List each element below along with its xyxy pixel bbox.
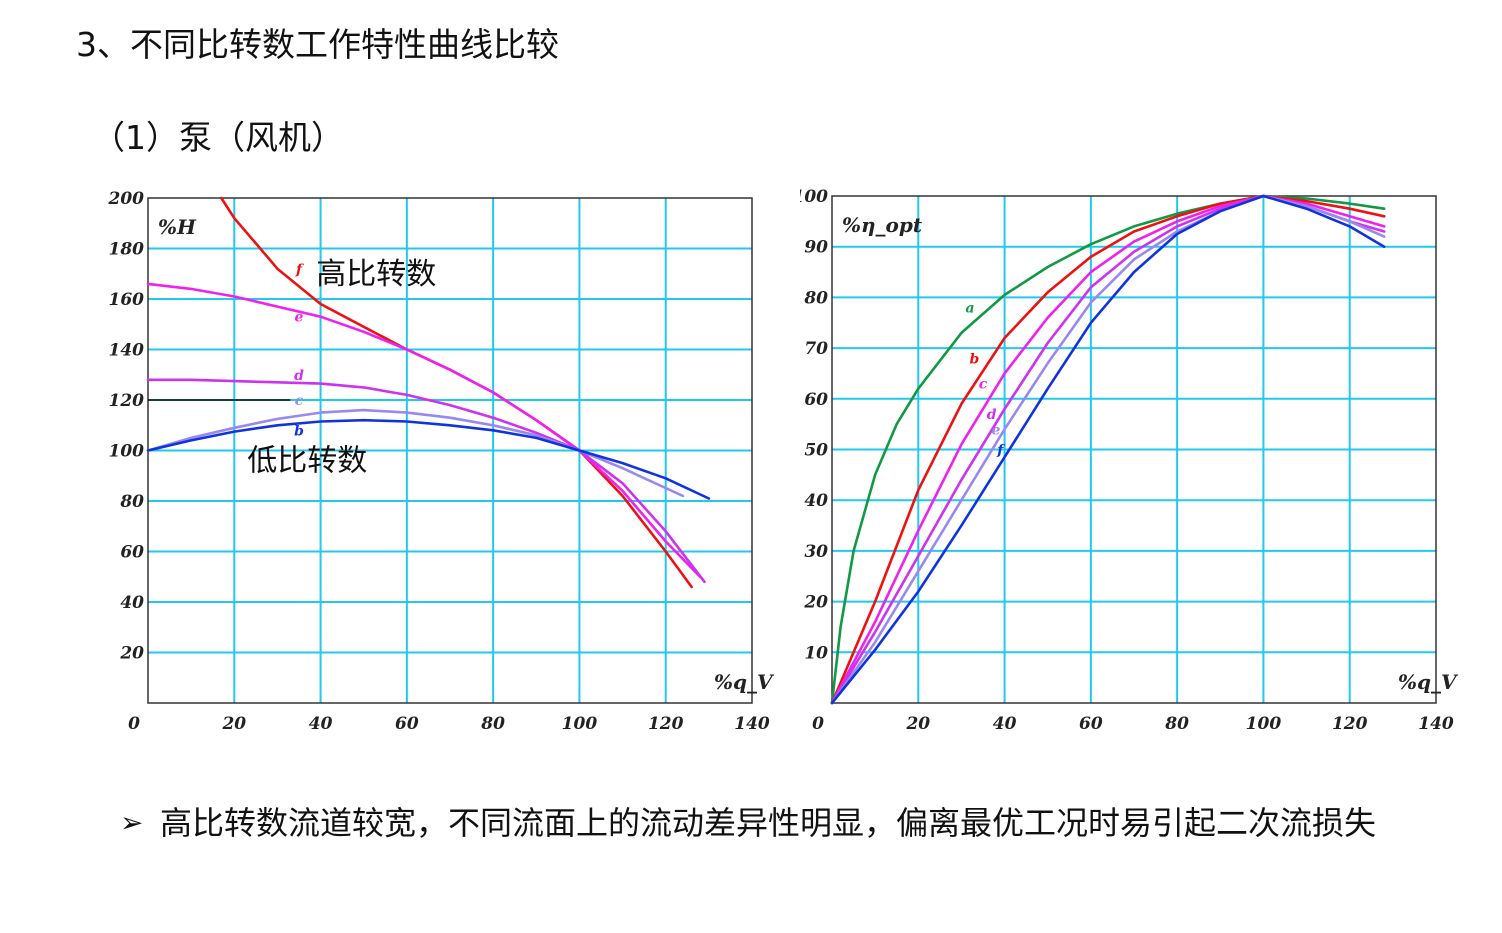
y-tick-label: 120 — [109, 391, 145, 411]
y-tick-label: 200 — [108, 189, 145, 209]
series-line-e — [146, 282, 702, 579]
y-tick-label: 10 — [804, 643, 828, 663]
series-label-e: e — [295, 310, 304, 326]
y-tick-label: 80 — [119, 492, 144, 512]
x-tick-label: 80 — [1164, 714, 1189, 734]
chart-annotation: 低比转数 — [247, 444, 367, 479]
y-tick-label: 70 — [804, 339, 828, 359]
chart-annotation: 高比转数 — [316, 257, 436, 292]
section-subheading: （1）泵（风机） — [92, 118, 344, 157]
series-label-b: b — [294, 423, 304, 439]
series-label-a: a — [966, 301, 975, 317]
series-line-d — [146, 378, 706, 584]
series-label-c: c — [295, 393, 304, 409]
page-heading: 3、不同比转数工作特性曲线比较 — [76, 25, 559, 64]
series-label-f: f — [996, 443, 1006, 459]
series-line-b — [830, 194, 1386, 705]
y-axis-label: %η_opt — [842, 213, 923, 237]
series-label-d: d — [987, 407, 997, 423]
bullet-text: 高比转数流道较宽，不同流面上的流动差异性明显，偏离最优工况时易引起二次流损失 — [160, 804, 1377, 842]
y-tick-label: 40 — [804, 491, 828, 511]
x-tick-label: 140 — [734, 714, 770, 734]
series-label-b: b — [969, 351, 979, 367]
y-tick-label: 20 — [119, 644, 144, 664]
x-tick-label: 80 — [480, 714, 505, 734]
head-curve-chart: 0 20 40 60 80 100 120 140 20 40 60 80 100 120 140 160 18… — [100, 183, 780, 743]
y-tick-label: 90 — [804, 238, 828, 258]
x-tick-label: 100 — [562, 714, 598, 734]
x-tick-label: 60 — [395, 714, 419, 734]
series-label-d: d — [294, 368, 304, 384]
x-tick-label: 20 — [905, 714, 930, 734]
y-axis-label: %H — [158, 215, 197, 239]
y-tick-label: 160 — [109, 290, 145, 310]
x-tick-label: 20 — [221, 714, 246, 734]
x-tick-label: 100 — [1246, 714, 1282, 734]
series-label-c: c — [979, 377, 988, 393]
series-line-f — [830, 194, 1386, 705]
y-tick-label: 40 — [120, 593, 144, 613]
head-curve-svg: 0 20 40 60 80 100 120 140 20 40 60 80 100 120 140 160 18… — [108, 189, 775, 734]
y-tick-label: 30 — [804, 542, 828, 562]
y-tick-label: 60 — [804, 390, 828, 410]
y-tick-label: 100 — [800, 187, 828, 207]
bullet-note: ➢ 高比转数流道较宽，不同流面上的流动差异性明显，偏离最优工况时易引起二次流损失 — [120, 795, 1490, 851]
x-tick-label: 0 — [812, 714, 824, 734]
series-line-f — [220, 196, 693, 589]
y-tick-label: 140 — [109, 341, 145, 361]
efficiency-curve-svg: 0 20 40 60 80 100 120 140 10 20 30 40 50 60 70 80 90 100%… — [800, 187, 1459, 734]
y-tick-label: 50 — [804, 441, 828, 461]
y-tick-label: 60 — [120, 543, 144, 563]
x-tick-label: 140 — [1418, 714, 1454, 734]
x-tick-label: 120 — [648, 714, 684, 734]
efficiency-curve-chart: 0 20 40 60 80 100 120 140 10 20 30 40 50 60 70 80 90 100%… — [800, 183, 1480, 743]
y-tick-label: 20 — [803, 593, 828, 613]
x-tick-label: 120 — [1332, 714, 1368, 734]
plot-frame — [831, 195, 1437, 704]
y-tick-label: 100 — [109, 442, 145, 462]
series-label-f: f — [295, 262, 305, 278]
y-tick-label: 80 — [803, 288, 828, 308]
x-axis-label: %q_V — [714, 670, 775, 694]
x-tick-label: 0 — [128, 714, 140, 734]
arrow-bullet-icon: ➢ — [120, 806, 144, 839]
y-tick-label: 180 — [109, 240, 145, 260]
x-tick-label: 40 — [309, 714, 333, 734]
x-axis-label: %q_V — [1398, 670, 1459, 694]
series-line-c — [830, 194, 1386, 705]
series-label-e: e — [991, 422, 1000, 438]
x-tick-label: 60 — [1079, 714, 1103, 734]
x-tick-label: 40 — [993, 714, 1017, 734]
series-line-b — [146, 418, 711, 500]
series-line-e — [830, 194, 1386, 705]
